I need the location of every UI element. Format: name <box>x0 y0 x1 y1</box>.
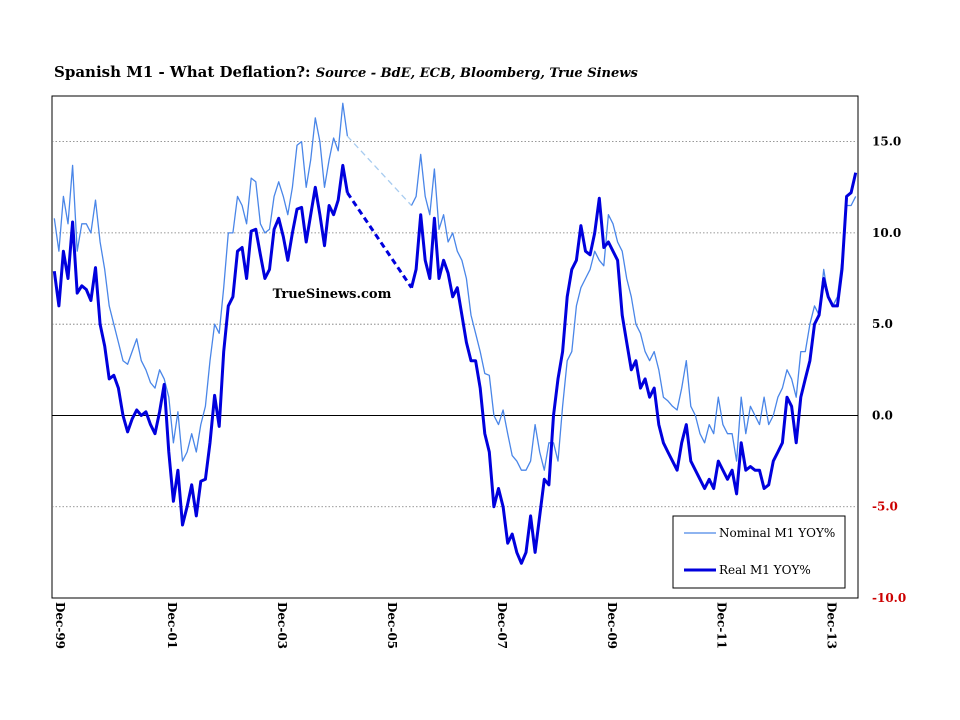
y-tick-label: -5.0 <box>872 500 898 514</box>
chart-title-main: Spanish M1 - What Deflation?: <box>54 63 311 81</box>
series-line-nominal-part1 <box>53 102 349 462</box>
watermark: TrueSinews.com <box>273 287 392 302</box>
x-tick-label: Dec-01 <box>165 602 179 649</box>
legend-box <box>672 515 846 589</box>
x-tick-label: Dec-11 <box>715 602 729 649</box>
x-tick-label: Dec-03 <box>275 602 289 649</box>
plot-area-border <box>51 95 859 599</box>
legend-label-real: Real M1 YOY% <box>719 563 811 577</box>
x-tick-label: Dec-05 <box>385 602 399 649</box>
series-line-real-part1 <box>52 163 349 527</box>
y-tick-label: 0.0 <box>872 408 893 422</box>
series-line-nominal-part2 <box>410 153 857 471</box>
x-tick-label: Dec-99 <box>53 602 67 649</box>
series-line-real-part2 <box>410 172 858 565</box>
series-gap-real <box>346 191 413 289</box>
y-tick-label: -10.0 <box>872 591 906 605</box>
series-gap-nominal <box>346 135 412 206</box>
x-tick-label: Dec-13 <box>825 602 839 649</box>
chart-title-source: Source - BdE, ECB, Bloomberg, True Sinew… <box>315 66 638 81</box>
chart-title: Spanish M1 - What Deflation?: Source - B… <box>54 62 638 81</box>
x-tick-label: Dec-07 <box>495 602 509 649</box>
legend-label-nominal: Nominal M1 YOY% <box>719 526 835 540</box>
legend: Nominal M1 YOY% Real M1 YOY% <box>672 515 846 589</box>
y-tick-label: 15.0 <box>872 135 901 149</box>
y-tick-label: 10.0 <box>872 226 901 240</box>
x-tick-label: Dec-09 <box>605 602 619 649</box>
y-tick-label: 5.0 <box>872 317 893 331</box>
